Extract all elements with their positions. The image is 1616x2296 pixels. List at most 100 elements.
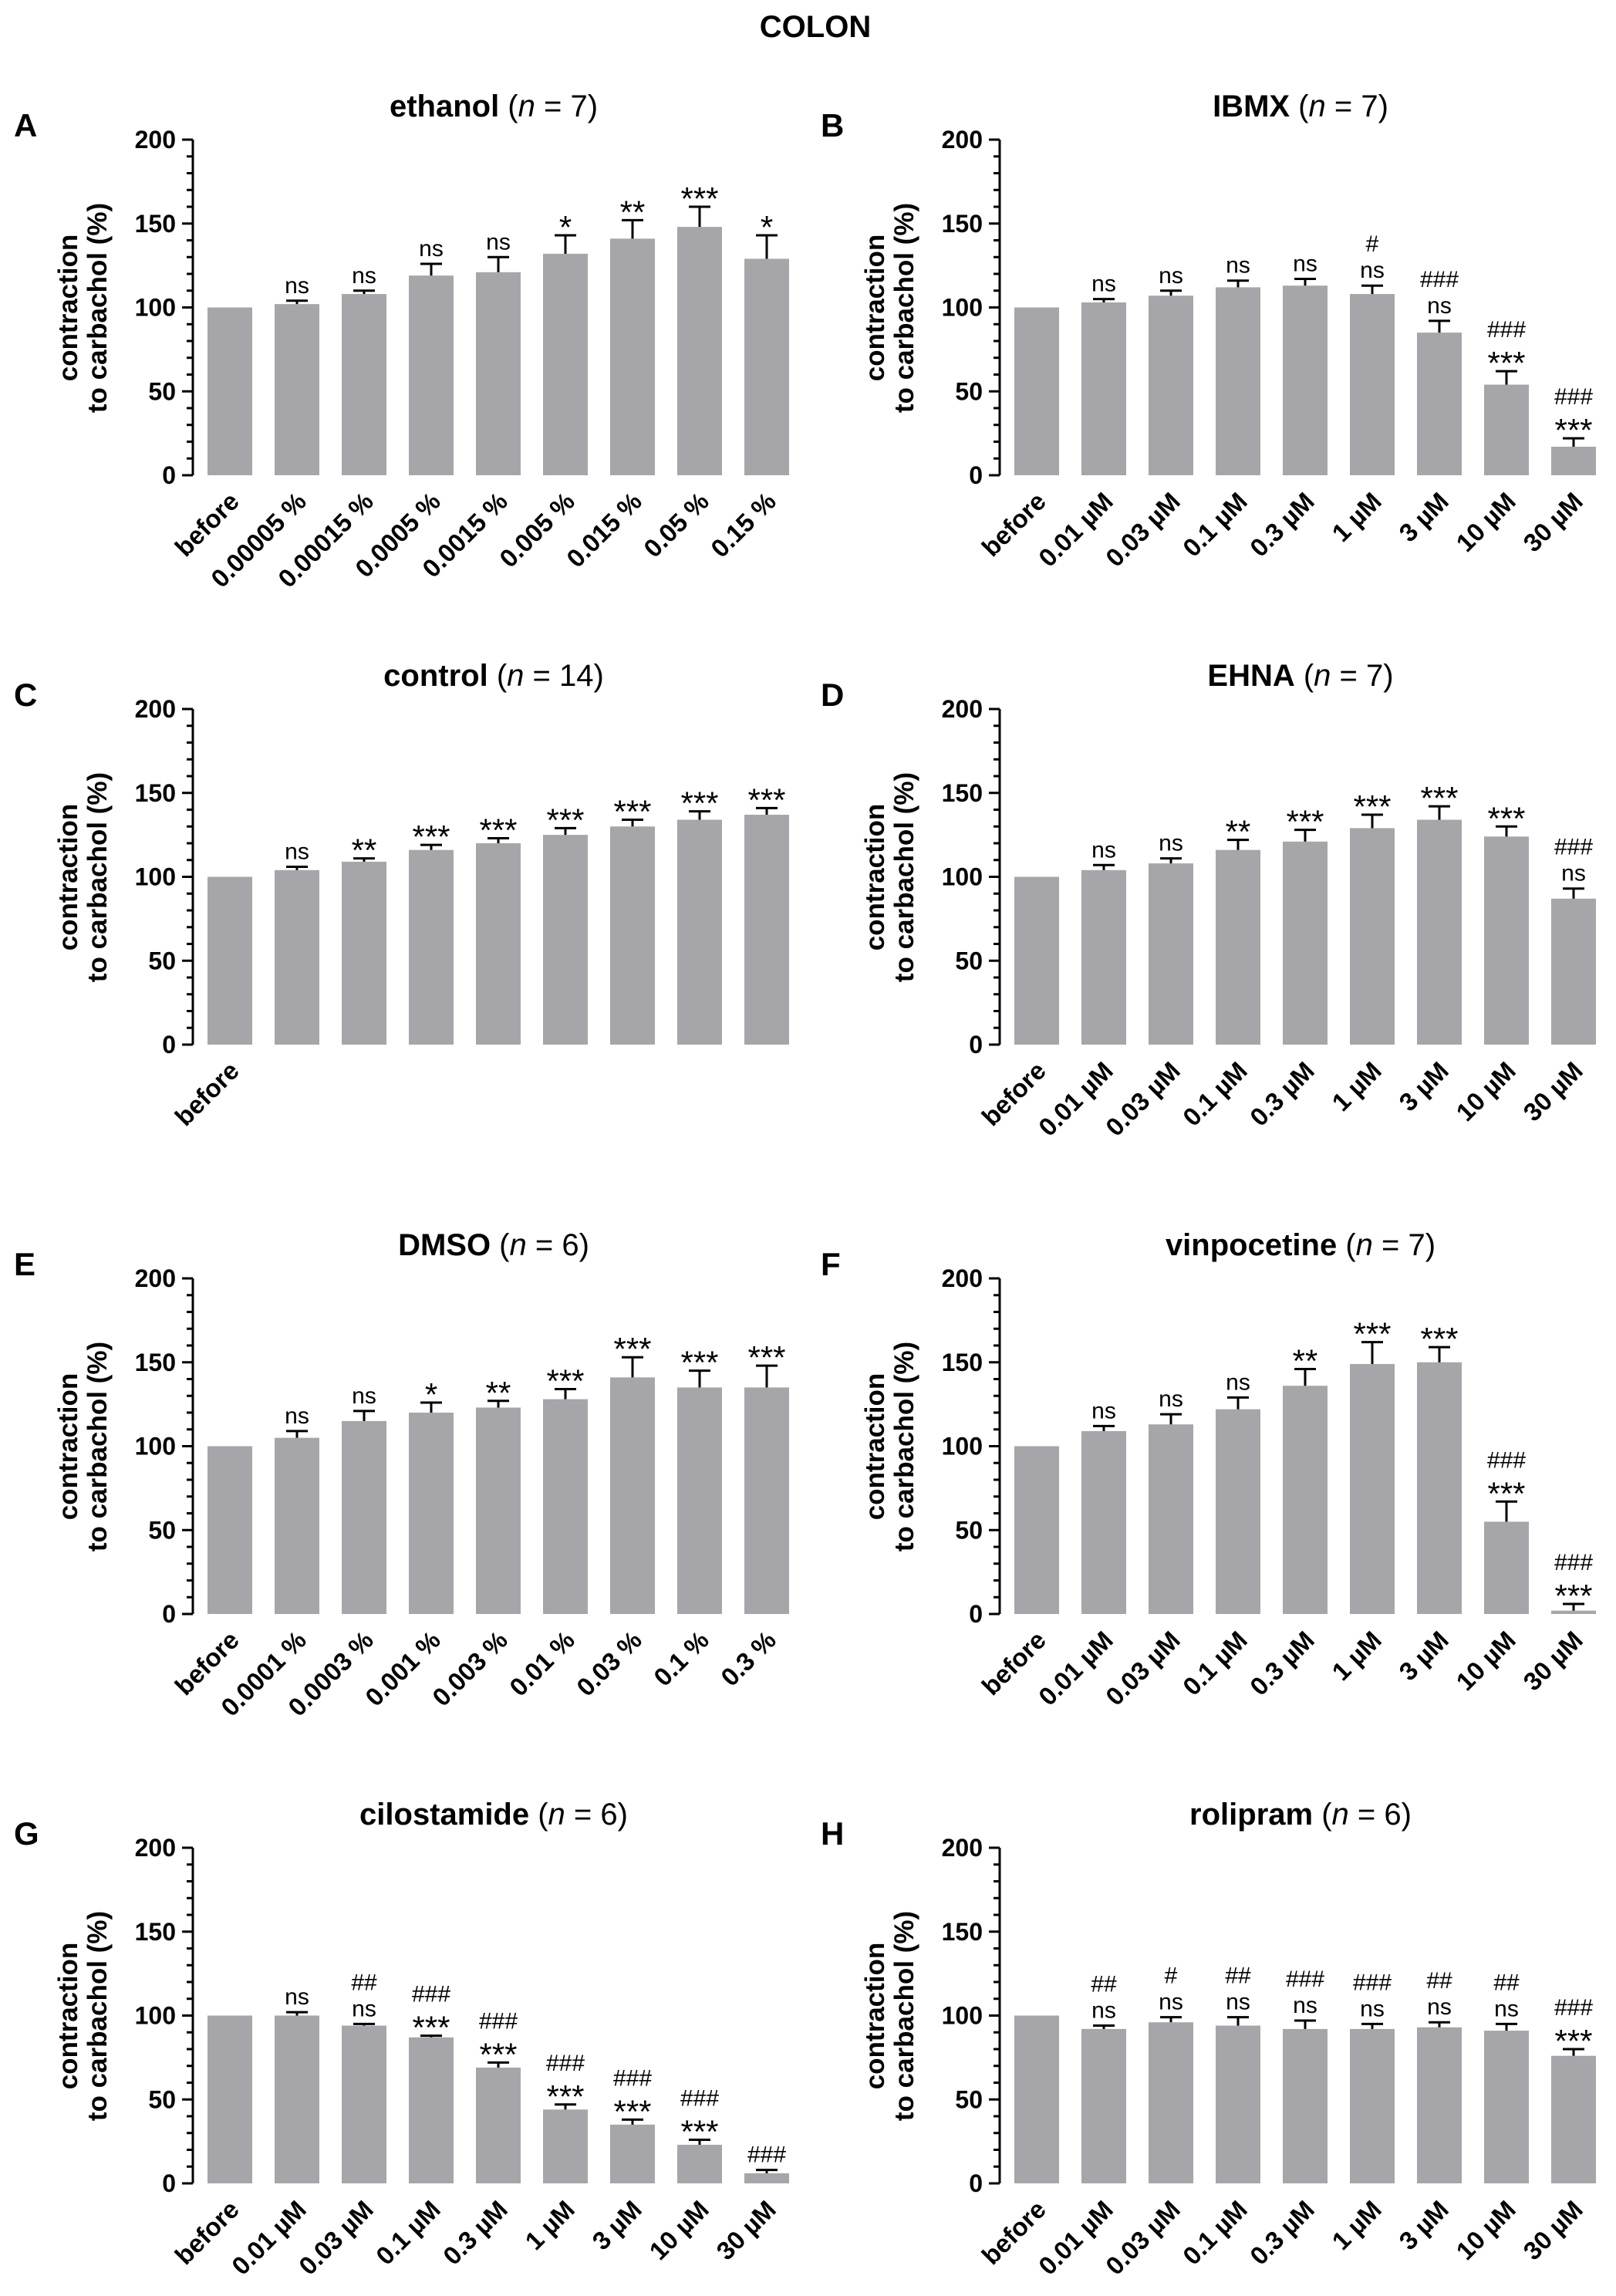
bar [1417,333,1462,475]
bar [342,861,386,1045]
title-n-value: 6 [1384,1798,1401,1832]
significance-label: *** [1420,1321,1458,1357]
y-tick-label: 100 [942,2002,983,2030]
title-drug: vinpocetine [1166,1228,1337,1262]
x-tick-label: 0.03 µM [1100,1056,1186,1142]
figure-title: COLON [760,10,871,44]
panel-letter: B [821,107,844,144]
title-close: ) [1425,1228,1436,1262]
y-axis-label-line2: to carbachol (%) [889,1342,919,1551]
title-open: ( [1295,659,1314,693]
bar [1283,285,1328,475]
bar [275,1437,319,1614]
x-tick-label: 1 µM [519,2195,580,2256]
bar [610,826,655,1045]
title-drug: cilostamide [359,1798,529,1832]
title-n-value: 7 [570,89,587,123]
bar [476,843,521,1045]
y-tick-label: 200 [942,1264,983,1292]
bar [1484,836,1529,1045]
panel-d: D EHNA (n = 7) contraction to carbachol (%)… [821,659,1596,1142]
title-eq: = [524,659,559,693]
x-tick-label: 30 µM [710,2195,781,2265]
significance-label: ns [1226,1369,1250,1395]
bar [1149,863,1193,1045]
y-tick-label: 0 [162,461,176,489]
bar [1014,1446,1059,1614]
title-eq: = [1349,1798,1385,1832]
significance-label: ns [352,1383,376,1409]
significance-label: ### [1554,835,1593,860]
title-n-value: 14 [559,659,594,693]
significance-label: ### [1487,317,1526,343]
bar [1283,1386,1328,1614]
bar [1081,1430,1126,1614]
significance-label: ** [1226,814,1251,850]
panel-letter: C [14,677,37,713]
y-axis-label-line1: contraction [860,235,890,382]
y-axis-label-line1: contraction [53,235,83,382]
significance-label: ### [1554,1550,1593,1575]
bar [1484,384,1529,475]
y-axis-label-line1: contraction [860,804,890,951]
significance-label: *** [1353,1316,1391,1352]
panel-title: rolipram (n = 6) [1189,1798,1412,1832]
y-axis-label-line2: to carbachol (%) [889,1911,919,2121]
x-tick-label: 10 µM [1450,2195,1520,2265]
panel-title: vinpocetine (n = 7) [1166,1228,1436,1262]
x-tick-label: 0.01 % [504,1626,580,1702]
bar [610,1377,655,1614]
y-tick-label: 200 [942,695,983,723]
significance-label: *** [747,1339,785,1376]
significance-label: *** [546,1363,584,1400]
title-eq: = [1326,89,1361,123]
significance-label: *** [680,1345,718,1381]
x-tick-label: 30 µM [1517,2195,1587,2265]
y-tick-label: 50 [148,947,176,974]
y-tick-label: 0 [162,1031,176,1059]
title-open: ( [1313,1798,1332,1832]
x-tick-label: 0.3 µM [1244,2195,1320,2271]
significance-label: *** [479,2036,517,2072]
significance-label: *** [613,2093,651,2129]
significance-label: ns [486,229,511,255]
bar [543,253,588,475]
panel-letter: F [821,1246,841,1282]
significance-label: ns [1159,1386,1183,1412]
significance-label: *** [1554,1578,1592,1614]
y-tick-label: 100 [942,1433,983,1460]
y-tick-label: 150 [942,1349,983,1376]
bar [409,275,454,475]
significance-label: ns [1561,861,1586,886]
x-tick-label: 10 µM [1450,1056,1520,1126]
bar [342,1420,386,1614]
significance-label: ### [479,2008,518,2034]
title-eq: = [1373,1228,1409,1262]
bar [1216,2025,1260,2183]
significance-label: ** [1293,1342,1318,1379]
x-tick-label: 1 µM [1326,2195,1387,2256]
bar [476,1407,521,1614]
significance-label: ### [1353,1970,1392,1995]
x-tick-label: 10 µM [1450,1626,1520,1696]
y-tick-label: 150 [135,1918,176,1946]
bar [207,2015,252,2183]
title-close: ) [579,1228,589,1262]
x-tick-label: 0.1 µM [1177,2195,1253,2271]
title-close: ) [1383,659,1393,693]
significance-label: ### [1554,1995,1593,2021]
significance-label: *** [479,812,517,848]
bar [409,2037,454,2183]
x-tick-label: 0.1 µM [1177,487,1253,562]
bar [476,2067,521,2183]
title-open: ( [499,89,518,123]
x-tick-label: 0.01 µM [1033,487,1118,572]
significance-label: ns [1360,1996,1385,2021]
x-tick-label: 0.3 µM [1244,487,1320,562]
title-n-value: 6 [600,1798,617,1832]
bar [1350,294,1395,475]
title-drug: ethanol [390,89,499,123]
x-tick-label: 3 µM [1393,1626,1454,1687]
